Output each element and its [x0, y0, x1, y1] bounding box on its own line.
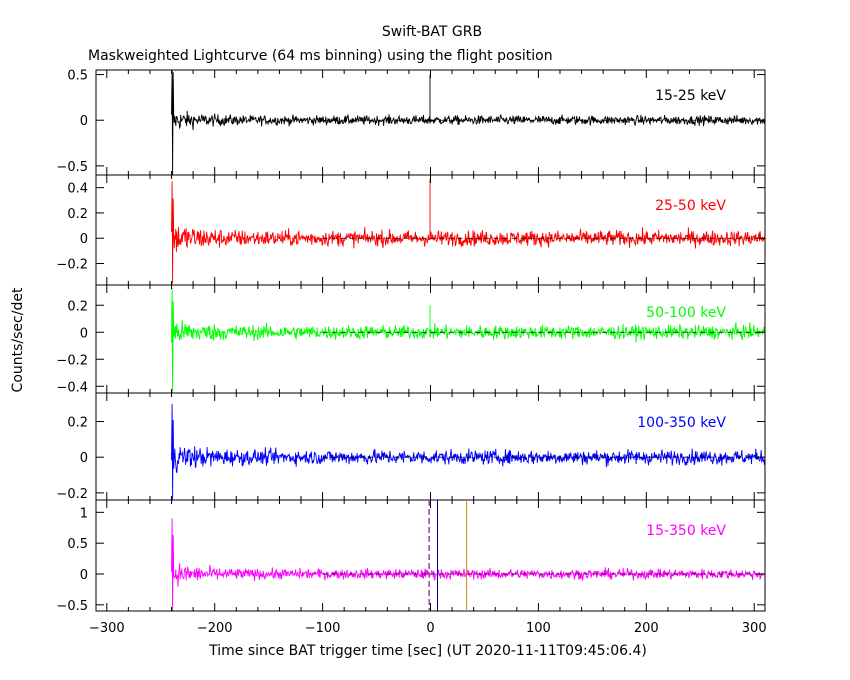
panel-100-350-keV: 0.2 0 −0.2 100-350 keV — [56, 392, 766, 502]
y-tick-label: −0.5 — [56, 160, 88, 175]
x-tick-label: −100 — [305, 621, 341, 636]
y-tick-label: 0 — [80, 568, 88, 583]
y-tick-label: 0.2 — [67, 299, 88, 314]
panel-frame — [95, 392, 766, 501]
x-tick-label: 200 — [634, 621, 659, 636]
x-tick-label: 300 — [742, 621, 767, 636]
panel-25-50-keV: 0.4 0.2 0 −0.2 25-50 keV — [56, 174, 766, 286]
y-tick-label: 0.4 — [67, 182, 88, 197]
y-tick-label: 0.5 — [67, 537, 88, 552]
band-label: 15-25 keV — [655, 88, 726, 104]
lightcurve-50-100 keV — [171, 287, 765, 393]
y-tick-label: −0.4 — [56, 380, 88, 395]
y-tick-label: 0 — [80, 326, 88, 341]
band-label: 25-50 keV — [655, 198, 726, 214]
panel-50-100-keV: 0.2 0 −0.2 −0.4 50-100 keV — [56, 284, 766, 395]
lightcurve-25-50 keV — [171, 178, 765, 284]
y-axis-label: Counts/sec/det — [10, 287, 26, 392]
panel-frame — [95, 499, 766, 612]
y-tick-label: 0.2 — [67, 207, 88, 222]
lightcurve-100-350 keV — [171, 403, 765, 500]
panel-frame — [95, 284, 766, 394]
y-tick-label: −0.2 — [56, 353, 88, 368]
y-tick-label: 0.5 — [67, 69, 88, 84]
y-tick-label: 0 — [80, 451, 88, 466]
panel-15-25-keV: 0.5 0 −0.5 15-25 keV — [56, 69, 766, 176]
band-label: 15-350 keV — [646, 523, 726, 539]
x-tick-label: −300 — [89, 621, 125, 636]
panel-frame — [95, 174, 766, 286]
x-tick-label: −200 — [197, 621, 233, 636]
y-tick-label: −0.2 — [56, 258, 88, 273]
x-tick-label: 0 — [426, 621, 434, 636]
lightcurve-15-25 keV — [171, 70, 765, 175]
y-tick-label: 0.2 — [67, 416, 88, 431]
x-tick-label: 100 — [526, 621, 551, 636]
y-tick-label: 0 — [80, 232, 88, 247]
y-tick-label: 0 — [80, 114, 88, 129]
band-label: 100-350 keV — [637, 415, 726, 431]
panel-15-350-keV: 1 0.5 0 −0.5 15-350 keV — [56, 499, 766, 614]
chart-subtitle: Maskweighted Lightcurve (64 ms binning) … — [88, 48, 553, 64]
x-axis-label: Time since BAT trigger time [sec] (UT 20… — [208, 643, 647, 659]
y-tick-label: −0.2 — [56, 487, 88, 502]
band-label: 50-100 keV — [646, 305, 726, 321]
y-tick-label: 1 — [80, 506, 88, 521]
y-tick-label: −0.5 — [56, 599, 88, 614]
chart-title: Swift-BAT GRB — [382, 24, 482, 40]
